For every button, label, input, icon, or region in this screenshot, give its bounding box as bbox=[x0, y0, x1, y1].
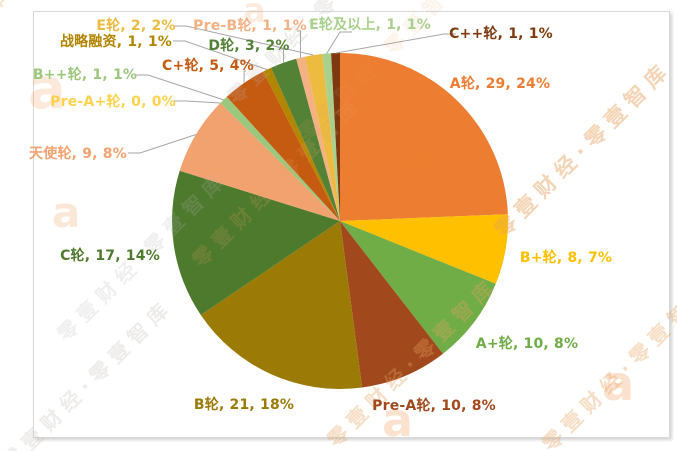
leader-line bbox=[297, 30, 301, 58]
pie-slice-label: Pre-A轮, 10, 8% bbox=[372, 398, 496, 414]
pie-slice-label: B++轮, 1, 1% bbox=[32, 67, 138, 83]
leader-line bbox=[243, 70, 246, 83]
leader-line bbox=[326, 31, 352, 54]
pie-slice-label: A轮, 29, 24% bbox=[449, 76, 551, 92]
leader-line bbox=[128, 134, 197, 154]
pie-slice bbox=[322, 53, 340, 222]
leader-line bbox=[136, 74, 224, 101]
leader-line bbox=[281, 48, 284, 63]
pie-slice-label: B轮, 21, 18% bbox=[193, 397, 295, 413]
pie-slice bbox=[340, 221, 443, 388]
pie-slice-label: 天使轮, 9, 8% bbox=[29, 146, 127, 162]
pie-slice bbox=[331, 52, 340, 221]
pie-slice-label: Pre-A+轮, 0, 0% bbox=[50, 94, 176, 110]
pie-slice-label: E轮及以上, 1, 1% bbox=[309, 17, 431, 33]
pie-slice-label: D轮, 3, 2% bbox=[208, 38, 290, 54]
leader-line bbox=[173, 40, 268, 71]
pie-slice bbox=[304, 53, 340, 222]
pie-slice bbox=[179, 103, 340, 221]
pie-slice bbox=[340, 53, 508, 221]
pie-slice-label: Pre-B轮, 1, 1% bbox=[193, 18, 307, 34]
leader-line bbox=[174, 100, 221, 104]
pie-slice-label: C++轮, 1, 1% bbox=[449, 26, 553, 42]
pie-slice bbox=[220, 96, 340, 221]
pie-slice bbox=[340, 221, 496, 354]
pie-slice bbox=[226, 71, 340, 221]
pie-slice-label: A+轮, 10, 8% bbox=[475, 336, 579, 352]
pie-slice bbox=[172, 170, 340, 315]
pie-slice-label: C轮, 17, 14% bbox=[60, 248, 160, 264]
leader-line bbox=[335, 33, 456, 54]
leader-line bbox=[174, 25, 314, 56]
pie-slice bbox=[263, 67, 340, 221]
chart-frame bbox=[33, 11, 670, 438]
pie-slice-label: B+轮, 8, 7% bbox=[519, 250, 613, 266]
pie-slice-label: 战略融资, 1, 1% bbox=[59, 34, 173, 50]
pie-slice bbox=[271, 58, 340, 221]
pie-slice bbox=[200, 221, 363, 389]
pie-slice-label: E轮, 2, 2% bbox=[96, 18, 176, 34]
pie-slice bbox=[296, 56, 340, 222]
pie-slice bbox=[340, 214, 509, 284]
pie-slice-label: C+轮, 5, 4% bbox=[162, 58, 254, 74]
